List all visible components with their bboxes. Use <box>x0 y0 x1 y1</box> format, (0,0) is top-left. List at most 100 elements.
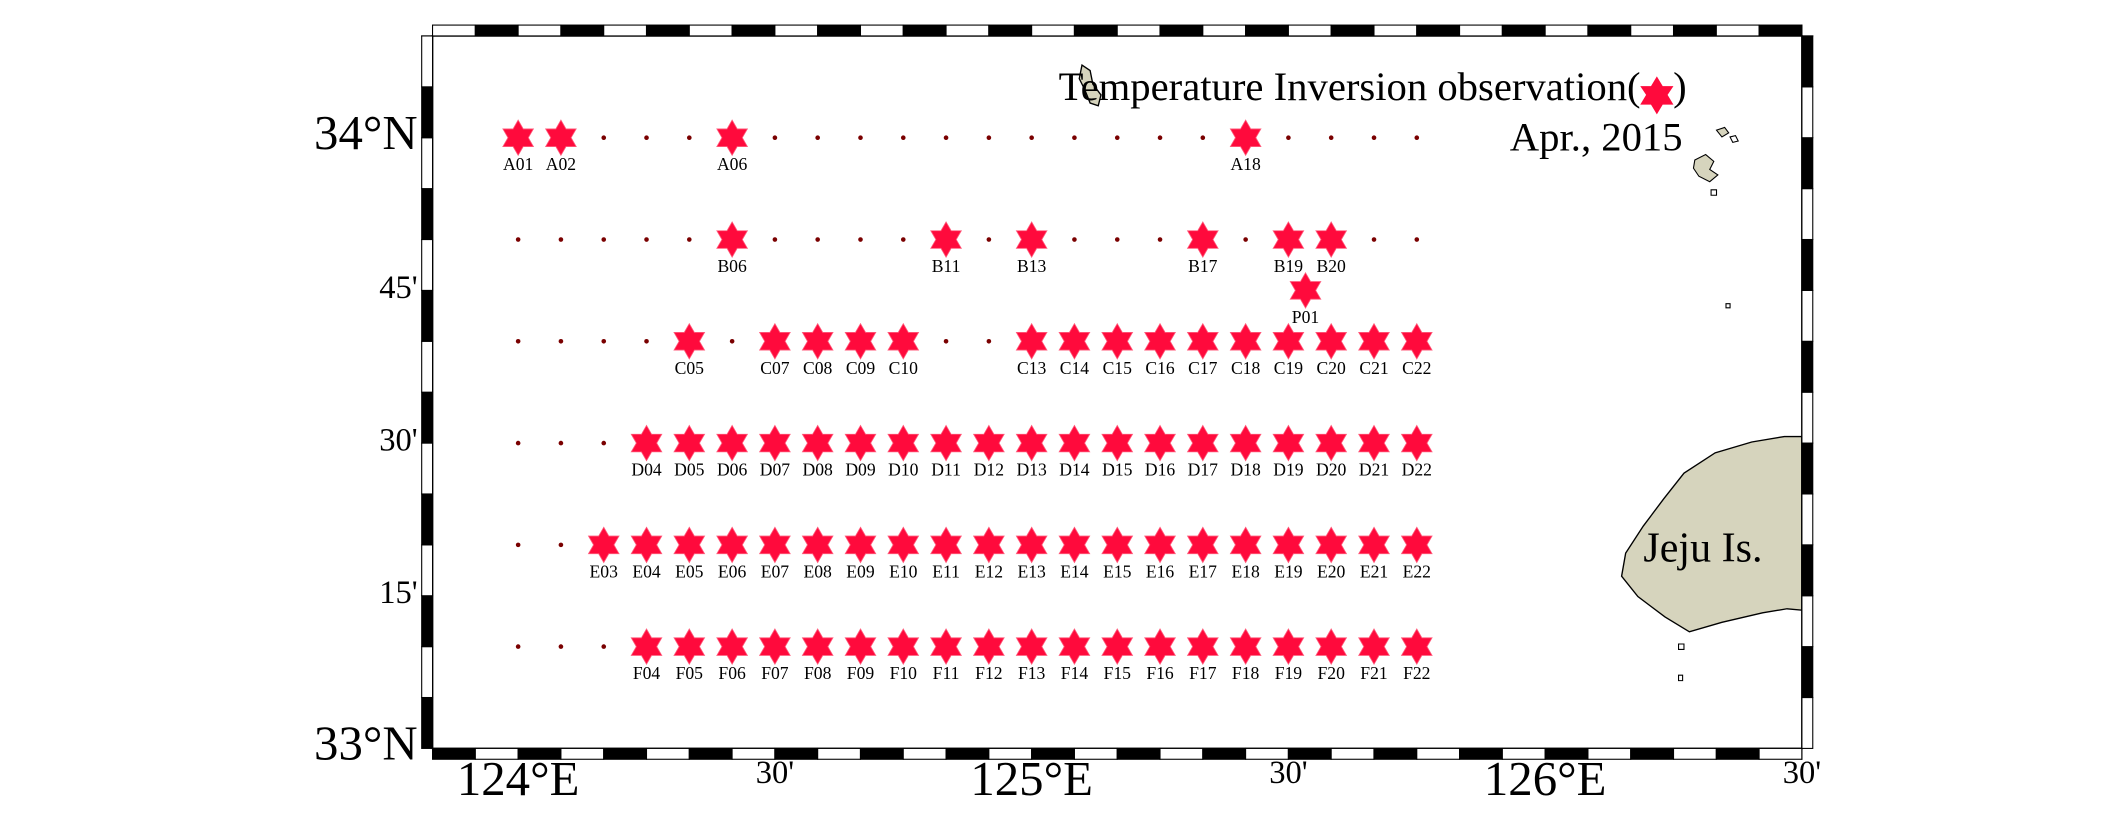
frame-segment <box>1073 24 1118 37</box>
station-label: D08 <box>803 460 834 480</box>
island-label: Jeju Is. <box>1643 525 1762 571</box>
station-dot <box>1286 135 1291 141</box>
station-star <box>716 424 749 462</box>
frame-segment <box>1801 442 1814 495</box>
frame-segment <box>645 24 690 37</box>
station-star <box>1101 628 1134 666</box>
station-label: E21 <box>1360 561 1388 581</box>
station-dot <box>772 237 778 242</box>
jeju-island <box>1620 435 1803 633</box>
frame-segment <box>1630 24 1675 37</box>
station-star <box>1058 628 1091 666</box>
frame-segment <box>1801 35 1814 88</box>
station-star <box>758 424 791 462</box>
station-dot <box>943 135 949 141</box>
frame-segment <box>1801 391 1814 444</box>
y-tick-label: 33°N <box>314 717 418 771</box>
station-star <box>887 628 920 666</box>
frame-segment <box>603 24 648 37</box>
station-label: P01 <box>1292 307 1319 327</box>
legend-text: ) <box>1673 64 1687 109</box>
station-star <box>930 628 963 666</box>
station-star <box>1186 322 1219 360</box>
frame-segment <box>421 238 434 291</box>
station-label: F09 <box>847 663 875 683</box>
station-dot <box>1371 237 1377 242</box>
station-label: C17 <box>1188 358 1218 378</box>
station-label: F20 <box>1317 663 1345 683</box>
islet <box>1692 153 1719 183</box>
station-dot <box>601 135 607 141</box>
station-star <box>1015 526 1048 564</box>
frame-segment <box>688 24 733 37</box>
station-star <box>758 322 791 360</box>
station-label: E14 <box>1060 561 1089 581</box>
station-label: A18 <box>1230 154 1261 174</box>
station-dot <box>515 440 521 446</box>
station-label: C08 <box>803 358 833 378</box>
station-star <box>630 526 663 564</box>
station-label: F13 <box>1018 663 1046 683</box>
frame-segment <box>421 289 434 342</box>
station-label: E13 <box>1017 561 1046 581</box>
station-star <box>544 119 577 157</box>
station-label: D06 <box>717 460 748 480</box>
frame-segment <box>1202 747 1247 760</box>
station-label: E04 <box>632 561 661 581</box>
frame-segment <box>1801 646 1814 699</box>
station-label: F12 <box>975 663 1002 683</box>
x-tick-label: 125°E <box>970 752 1093 806</box>
station-star <box>1272 526 1305 564</box>
station-dot <box>943 338 949 344</box>
frame-segment <box>421 544 434 597</box>
frame-segment <box>421 35 434 88</box>
station-star <box>1289 271 1322 309</box>
station-label: C05 <box>675 358 705 378</box>
station-label: E16 <box>1146 561 1175 581</box>
station-label: B13 <box>1017 256 1047 276</box>
station-star <box>716 119 749 157</box>
station-label: E19 <box>1274 561 1303 581</box>
station-label: D18 <box>1230 460 1261 480</box>
station-star <box>844 424 877 462</box>
frame-segment <box>1758 24 1803 37</box>
station-star <box>758 628 791 666</box>
station-label: D09 <box>845 460 876 480</box>
station-star <box>1186 526 1219 564</box>
frame-segment <box>1672 747 1717 760</box>
station-star <box>1272 221 1305 258</box>
station-star <box>1186 424 1219 462</box>
station-dot <box>986 135 992 141</box>
frame-segment <box>988 24 1033 37</box>
station-star <box>716 526 749 564</box>
frame-segment <box>421 493 434 546</box>
frame-segment <box>1287 24 1332 37</box>
station-star <box>1315 221 1348 258</box>
x-tick-label: 124°E <box>457 752 580 806</box>
station-star <box>1015 322 1048 360</box>
station-label: C21 <box>1359 358 1388 378</box>
station-label: D04 <box>631 460 662 480</box>
frame-segment <box>902 24 947 37</box>
station-star <box>1400 628 1433 666</box>
frame-segment <box>1501 24 1546 37</box>
station-label: E03 <box>590 561 619 581</box>
station-dot <box>644 338 649 344</box>
station-label: B20 <box>1317 256 1347 276</box>
station-star <box>1229 526 1262 564</box>
station-star <box>844 322 877 360</box>
station-label: F05 <box>676 663 704 683</box>
station-dot <box>1114 237 1120 242</box>
station-star <box>1015 424 1048 462</box>
legend-star <box>1640 76 1674 115</box>
station-star <box>673 526 706 564</box>
station-star <box>1358 424 1390 462</box>
station-label: D11 <box>931 460 961 480</box>
station-dot <box>1157 135 1163 141</box>
land <box>1078 63 1803 682</box>
station-star <box>1400 526 1433 564</box>
station-label: D17 <box>1188 460 1219 480</box>
station-dot <box>858 237 863 242</box>
frame-segment <box>1715 747 1760 760</box>
station-label: C16 <box>1145 358 1175 378</box>
